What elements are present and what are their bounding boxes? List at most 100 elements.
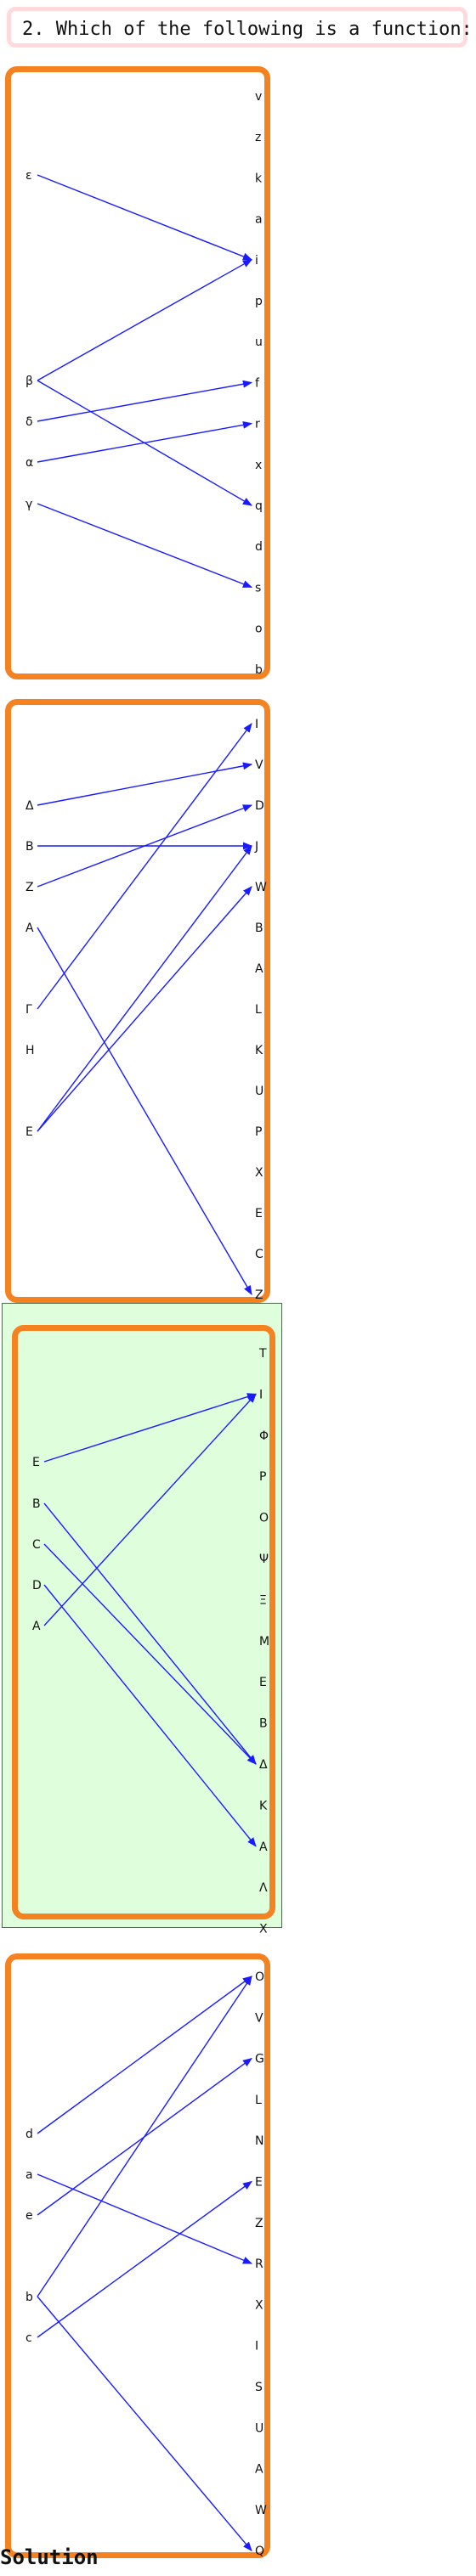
option-2-codomain-label: D xyxy=(255,799,264,813)
option-1-codomain-label: r xyxy=(255,418,260,431)
option-4-mapping-arrow xyxy=(37,1976,252,2297)
option-4-domain-label: a xyxy=(26,2168,33,2182)
option-1-mapping-arrow xyxy=(37,174,253,261)
option-2-domain-label: H xyxy=(26,1044,35,1057)
option-1-codomain-label: u xyxy=(255,335,263,349)
option-3-domain-label: B xyxy=(32,1497,41,1511)
option-4-codomain-label: X xyxy=(255,2298,264,2312)
option-4-codomain-label: E xyxy=(255,2176,263,2190)
option-4-domain-label: b xyxy=(26,2291,33,2304)
option-4-mapping-arrow xyxy=(37,1976,252,2134)
option-1-domain-label: δ xyxy=(26,415,33,429)
option-4-panel[interactable]: d a e b c O V G L N E Z R X I S U A W Q xyxy=(5,1953,270,2558)
option-4-mapping-arrow xyxy=(37,2173,253,2264)
option-2-domain-label: Z xyxy=(26,881,34,894)
option-2-domain-label: Γ xyxy=(26,1003,32,1017)
solution-highlight xyxy=(2,1303,282,1928)
option-3-codomain-label: M xyxy=(259,1635,269,1649)
option-4-codomain-label: U xyxy=(255,2421,264,2435)
option-2-panel[interactable]: Δ B Z A Γ H E I V D J W B A L K U P X E C Z xyxy=(5,699,270,1303)
option-3-mapping-arrow xyxy=(43,1502,257,1765)
option-3-codomain-label: O xyxy=(259,1512,269,1525)
option-4-codomain-label: L xyxy=(255,2094,262,2107)
option-4-codomain-label: W xyxy=(255,2504,267,2517)
option-2-codomain-label: W xyxy=(255,881,267,894)
option-3-codomain-label: Φ xyxy=(259,1429,269,1443)
option-2-mapping-arrow xyxy=(37,927,252,1295)
option-2-codomain-label: B xyxy=(255,922,264,935)
option-4-codomain-label: A xyxy=(255,2463,264,2477)
option-1-codomain-label: o xyxy=(255,623,263,636)
question-text: 2. Which of the following is a function: xyxy=(22,19,473,40)
option-1-codomain-label: f xyxy=(255,376,260,390)
option-2-domain-label: A xyxy=(26,922,34,935)
option-1-codomain-label: q xyxy=(255,499,263,513)
option-2-codomain-label: J xyxy=(254,840,258,854)
option-3-codomain-label: K xyxy=(259,1799,268,1812)
option-1-codomain-label: d xyxy=(255,540,263,554)
option-4-codomain-label: N xyxy=(255,2134,264,2148)
option-4-domain-label: e xyxy=(26,2209,33,2223)
option-1-domain-label: β xyxy=(26,375,33,388)
option-1-mapping-arrow xyxy=(37,503,253,589)
option-3-domain-label: E xyxy=(32,1456,40,1469)
option-3-mapping-arrow xyxy=(43,1393,258,1463)
option-1-domain-label: α xyxy=(26,456,33,470)
solution-label: Solution xyxy=(0,2545,99,2569)
option-3-mapping-arrow xyxy=(43,1584,257,1847)
question-box: 2. Which of the following is a function: xyxy=(7,7,473,48)
option-4-mapping-diagram: d a e b c O V G L N E Z R X I S U A W Q xyxy=(26,1970,267,2558)
option-4-codomain-label: G xyxy=(255,2053,264,2066)
option-2-codomain-label: X xyxy=(255,1166,264,1180)
option-2-domain-label: Δ xyxy=(26,799,34,813)
option-1-panel[interactable]: ε β δ α γ v z k a i p u f r x q d s o b xyxy=(5,66,270,679)
option-4-domain-label: c xyxy=(26,2331,32,2345)
option-2-codomain-label: C xyxy=(255,1248,264,1261)
option-2-codomain-label: A xyxy=(255,962,264,976)
option-3-domain-label: A xyxy=(32,1620,41,1633)
option-2-codomain-label: V xyxy=(255,758,264,772)
option-1-mapping-arrow xyxy=(37,259,252,381)
option-2-mapping-arrow xyxy=(37,886,252,1132)
option-1-mapping-diagram: ε β δ α γ v z k a i p u f r x q d s o b xyxy=(26,90,263,677)
option-4-codomain-label: S xyxy=(255,2381,263,2394)
option-3-codomain-label: Λ xyxy=(259,1881,268,1895)
option-1-codomain-label: i xyxy=(255,254,258,268)
option-3-mapping-arrow xyxy=(43,1393,257,1626)
option-3-mapping-arrow xyxy=(43,1543,257,1765)
option-1-mapping-arrow xyxy=(37,420,253,463)
option-3-codomain-label: Ξ xyxy=(259,1593,267,1607)
option-4-codomain-label: V xyxy=(255,2011,264,2025)
option-2-codomain-label: P xyxy=(255,1125,262,1139)
option-3-codomain-label: A xyxy=(259,1840,268,1854)
option-1-domain-label: γ xyxy=(26,498,32,511)
option-3-panel[interactable]: E B C D A T I Φ P O Ψ Ξ M E B Δ K A Λ X xyxy=(12,1325,275,1936)
option-4-codomain-label: R xyxy=(255,2258,264,2271)
option-3-codomain-label: Δ xyxy=(259,1758,268,1772)
option-1-domain-label: ε xyxy=(26,169,32,183)
option-1-codomain-label: s xyxy=(255,581,261,595)
option-3-domain-label: C xyxy=(32,1538,41,1552)
option-2-mapping-arrow xyxy=(37,804,253,888)
option-3-mapping-diagram: E B C D A T I Φ P O Ψ Ξ M E B Δ K A Λ X xyxy=(32,1347,269,1936)
option-3-codomain-label: Ψ xyxy=(259,1553,269,1566)
option-2-codomain-label: L xyxy=(255,1003,262,1017)
option-1-mapping-arrow xyxy=(37,380,253,422)
option-3-codomain-label: X xyxy=(259,1923,268,1936)
option-2-codomain-label: E xyxy=(255,1207,263,1220)
option-3-codomain-label: E xyxy=(259,1676,267,1689)
option-3-codomain-label: P xyxy=(259,1470,266,1484)
option-2-codomain-label: I xyxy=(255,718,258,731)
option-4-codomain-label: O xyxy=(255,1970,264,1984)
option-4-codomain-label: I xyxy=(255,2340,258,2353)
option-4-mapping-arrow xyxy=(37,2296,252,2552)
option-1-codomain-label: z xyxy=(255,131,261,144)
option-4-domain-label: d xyxy=(26,2128,33,2141)
option-3-codomain-label: B xyxy=(259,1717,268,1731)
option-4-codomain-label: Q xyxy=(255,2545,264,2558)
option-2-mapping-arrow xyxy=(37,762,253,806)
option-3-codomain-label: T xyxy=(258,1347,267,1361)
option-2-mapping-arrow xyxy=(37,845,252,1132)
option-1-codomain-label: a xyxy=(255,213,263,227)
option-2-codomain-label: Z xyxy=(255,1288,264,1302)
